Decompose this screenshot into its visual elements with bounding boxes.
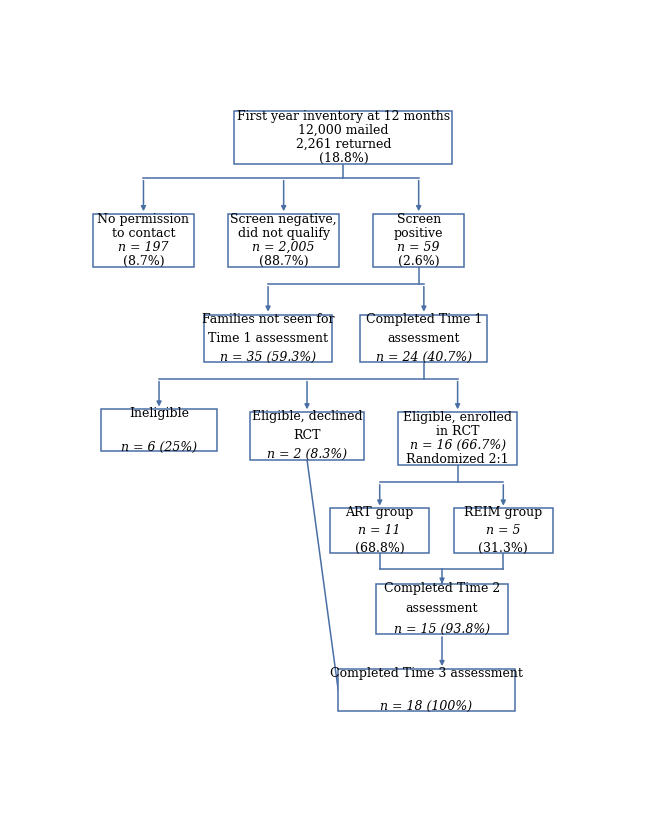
FancyBboxPatch shape [454, 509, 553, 553]
Text: n = 2 (8.3%): n = 2 (8.3%) [267, 448, 347, 461]
FancyBboxPatch shape [228, 214, 340, 267]
Text: (31.3%): (31.3%) [478, 542, 528, 555]
FancyBboxPatch shape [250, 412, 364, 459]
Text: Randomized 2:1: Randomized 2:1 [406, 454, 509, 466]
Text: Screen negative,: Screen negative, [230, 213, 337, 226]
Text: in RCT: in RCT [436, 425, 479, 438]
Text: Completed Time 1: Completed Time 1 [366, 313, 482, 326]
Text: Eligible, declined: Eligible, declined [252, 410, 362, 423]
FancyBboxPatch shape [360, 314, 488, 362]
Text: First year inventory at 12 months: First year inventory at 12 months [237, 110, 450, 123]
Text: (2.6%): (2.6%) [398, 256, 440, 269]
FancyBboxPatch shape [93, 214, 194, 267]
Text: No permission: No permission [97, 213, 190, 226]
Text: (18.8%): (18.8%) [318, 152, 369, 165]
Text: Screen: Screen [397, 213, 441, 226]
Text: Eligible, enrolled: Eligible, enrolled [403, 411, 512, 424]
Text: Completed Time 3 assessment: Completed Time 3 assessment [330, 667, 523, 680]
FancyBboxPatch shape [376, 584, 509, 634]
Text: 12,000 mailed: 12,000 mailed [298, 124, 389, 137]
Text: (68.8%): (68.8%) [355, 542, 405, 555]
FancyBboxPatch shape [338, 669, 515, 711]
FancyBboxPatch shape [330, 509, 429, 553]
Text: Ineligible: Ineligible [129, 407, 189, 420]
Text: n = 5: n = 5 [486, 524, 521, 537]
Text: n = 18 (100%): n = 18 (100%) [381, 700, 472, 713]
Text: n = 16 (66.7%): n = 16 (66.7%) [409, 439, 506, 452]
Text: n = 59: n = 59 [397, 241, 440, 254]
Text: assessment: assessment [388, 332, 460, 345]
Text: Families not seen for: Families not seen for [202, 313, 334, 326]
FancyBboxPatch shape [234, 111, 452, 164]
Text: n = 6 (25%): n = 6 (25%) [121, 441, 197, 454]
Text: to contact: to contact [112, 227, 176, 240]
Text: (8.7%): (8.7%) [123, 256, 164, 269]
Text: ART group: ART group [346, 506, 414, 519]
Text: RCT: RCT [293, 429, 321, 442]
FancyBboxPatch shape [398, 412, 517, 465]
Text: did not qualify: did not qualify [238, 227, 330, 240]
Text: n = 2,005: n = 2,005 [253, 241, 315, 254]
Text: Completed Time 2: Completed Time 2 [384, 582, 500, 595]
FancyBboxPatch shape [204, 314, 332, 362]
FancyBboxPatch shape [100, 410, 218, 451]
Text: n = 11: n = 11 [358, 524, 401, 537]
Text: assessment: assessment [406, 603, 478, 615]
Text: n = 24 (40.7%): n = 24 (40.7%) [376, 351, 472, 364]
Text: n = 35 (59.3%): n = 35 (59.3%) [220, 351, 316, 364]
Text: REIM group: REIM group [464, 506, 543, 519]
FancyBboxPatch shape [373, 214, 464, 267]
Text: positive: positive [394, 227, 444, 240]
Text: n = 197: n = 197 [118, 241, 169, 254]
Text: 2,261 returned: 2,261 returned [295, 138, 391, 151]
Text: (88.7%): (88.7%) [259, 256, 308, 269]
Text: n = 15 (93.8%): n = 15 (93.8%) [394, 622, 490, 636]
Text: Time 1 assessment: Time 1 assessment [208, 332, 328, 345]
